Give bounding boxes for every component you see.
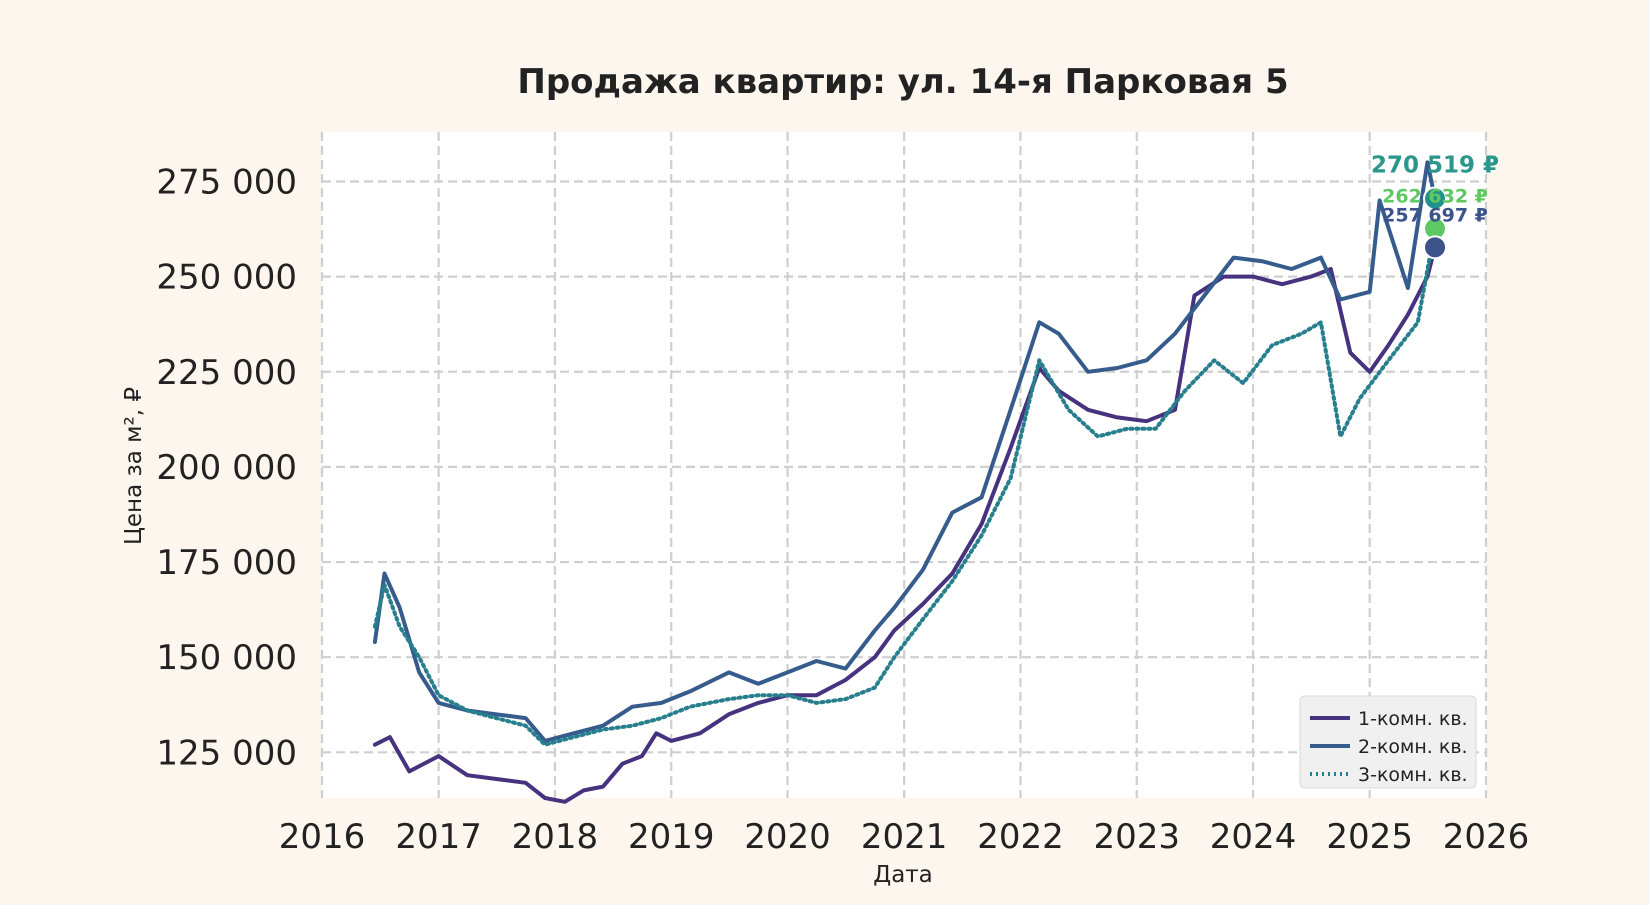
end-value-label: 262 632 ₽: [1382, 186, 1488, 208]
y-axis-ticks: 125 000 150 000 175 000 200 000 225 000 250 0…: [156, 162, 297, 773]
x-axis-label: Дата: [873, 862, 933, 888]
x-tick-label: 2019: [628, 817, 715, 857]
legend-label: 3-комн. кв.: [1358, 764, 1468, 786]
chart-title: Продажа квартир: ул. 14-я Парковая 5: [517, 62, 1288, 102]
x-tick-label: 2026: [1443, 817, 1530, 857]
legend-label: 2-комн. кв.: [1358, 736, 1468, 758]
y-tick-label: 200 000: [156, 448, 297, 488]
x-tick-label: 2017: [395, 817, 482, 857]
y-tick-label: 275 000: [156, 162, 297, 202]
end-labels: 270 519 ₽ 262 632 ₽257 697 ₽: [1371, 153, 1499, 227]
end-markers: [1423, 186, 1448, 260]
x-tick-label: 2024: [1210, 817, 1297, 857]
x-tick-label: 2025: [1326, 817, 1413, 857]
y-tick-label: 225 000: [156, 353, 297, 393]
x-tick-label: 2020: [744, 817, 831, 857]
y-tick-label: 250 000: [156, 258, 297, 298]
x-tick-label: 2016: [279, 817, 366, 857]
end-marker: [1423, 235, 1448, 260]
x-axis-ticks: 2016 2017 2018 2019 2020 2021 2022 2023 2024 2025…: [279, 817, 1530, 857]
x-tick-label: 2022: [977, 817, 1064, 857]
x-tick-label: 2021: [861, 817, 948, 857]
y-axis-label: Цена за м², ₽: [121, 387, 147, 545]
series-line: [372, 245, 1437, 804]
end-value-label: 257 697 ₽: [1382, 204, 1488, 226]
y-tick-label: 175 000: [156, 543, 297, 583]
grid: [320, 132, 1488, 798]
y-tick-label: 150 000: [156, 638, 297, 678]
legend: 1-комн. кв. 2-комн. кв. 3-комн. кв.: [1299, 695, 1477, 789]
series-line: [372, 160, 1437, 743]
series-line: [372, 226, 1437, 747]
series-lines: [372, 160, 1437, 804]
end-marker: [1423, 186, 1448, 211]
legend-label: 1-комн. кв.: [1358, 708, 1468, 730]
y-tick-label: 125 000: [156, 733, 297, 773]
x-tick-label: 2018: [512, 817, 599, 857]
end-value-label: 270 519 ₽: [1371, 153, 1499, 179]
x-tick-label: 2023: [1094, 817, 1181, 857]
